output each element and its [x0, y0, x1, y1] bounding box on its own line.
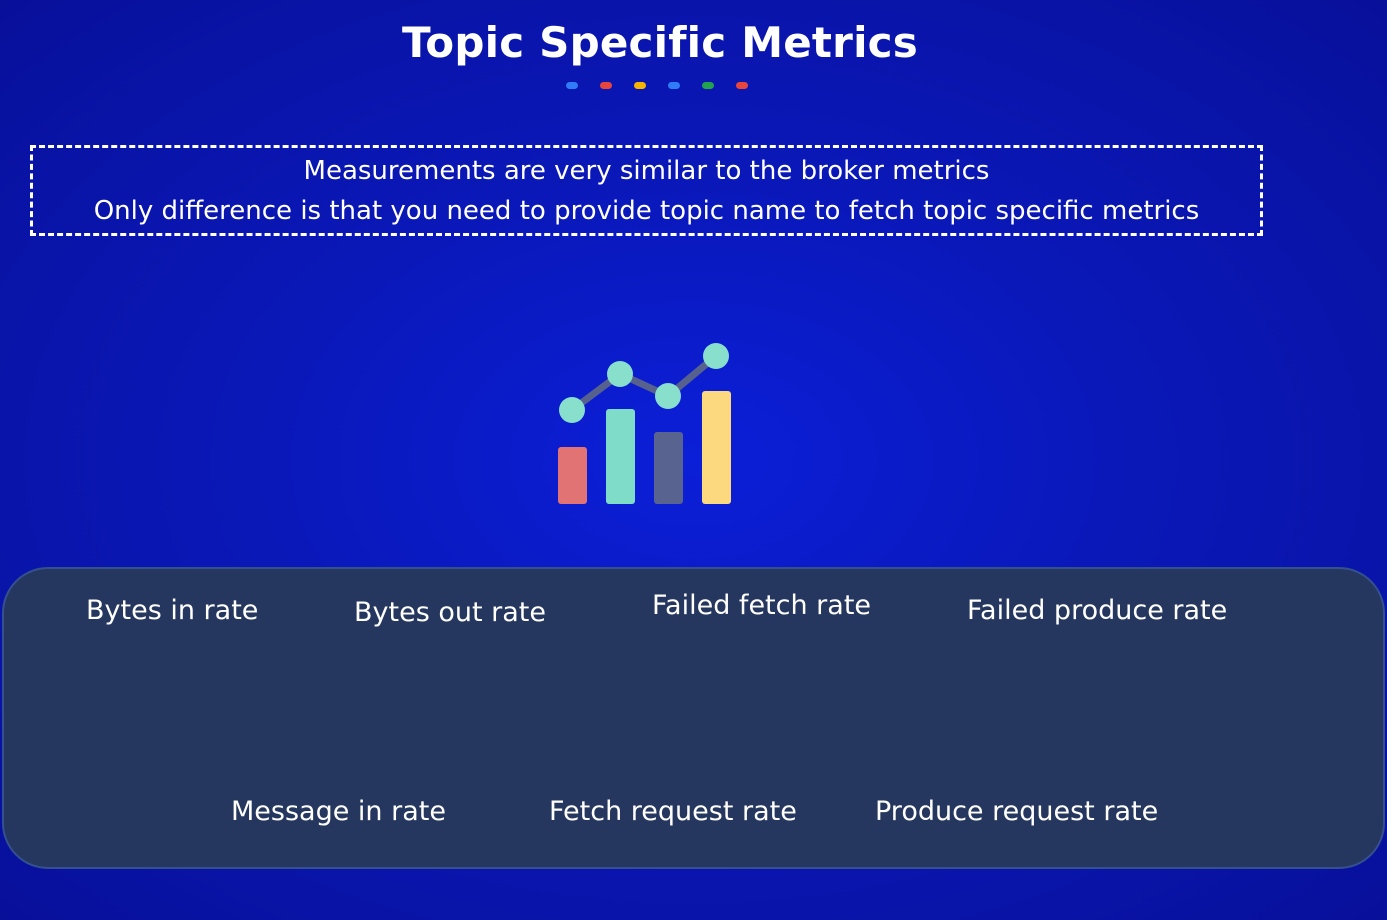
metric-produce-request-rate: Produce request rate	[875, 796, 1159, 827]
metric-fetch-request-rate: Fetch request rate	[549, 796, 797, 827]
icon-point-4	[703, 343, 729, 369]
icon-point-3	[655, 383, 681, 409]
dot-1	[566, 82, 578, 89]
note-line-2: Only difference is that you need to prov…	[93, 195, 1200, 226]
note-line-1: Measurements are very similar to the bro…	[303, 155, 990, 186]
bar-line-chart-icon	[548, 336, 744, 514]
metrics-panel: Bytes in rate Bytes out rate Failed fetc…	[2, 567, 1385, 869]
icon-point-2	[607, 361, 633, 387]
dot-6	[736, 82, 748, 89]
dot-2	[600, 82, 612, 89]
note-box: Measurements are very similar to the bro…	[30, 145, 1263, 236]
dot-4	[668, 82, 680, 89]
metric-bytes-out-rate: Bytes out rate	[354, 597, 546, 628]
icon-trend-line	[568, 352, 720, 414]
icon-point-1	[559, 397, 585, 423]
metric-failed-fetch-rate: Failed fetch rate	[652, 590, 872, 621]
metric-message-in-rate: Message in rate	[231, 796, 446, 827]
icon-bar-4	[702, 391, 731, 504]
metric-bytes-in-rate: Bytes in rate	[86, 595, 259, 626]
metric-failed-produce-rate: Failed produce rate	[967, 595, 1228, 626]
decorative-dots	[566, 82, 748, 89]
slide-title: Topic Specific Metrics	[402, 18, 918, 67]
dot-3	[634, 82, 646, 89]
dot-5	[702, 82, 714, 89]
icon-bar-3	[654, 432, 683, 504]
icon-bar-2	[606, 409, 635, 504]
icon-bar-1	[558, 447, 587, 504]
